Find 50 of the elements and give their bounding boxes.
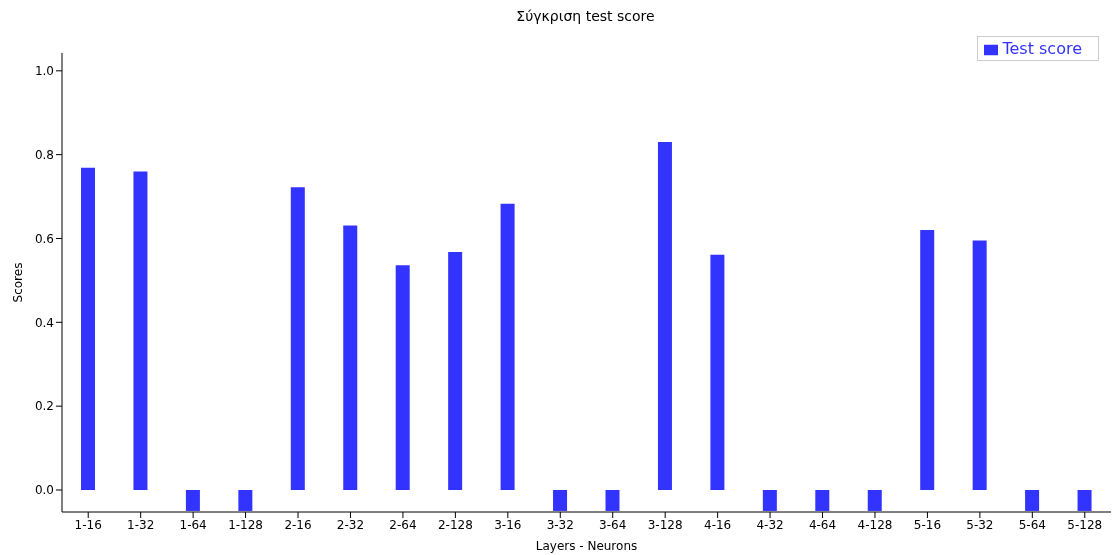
y-tick-label: 0.0 xyxy=(34,483,54,498)
bar xyxy=(395,265,410,490)
x-tick-label: 5-64 xyxy=(1018,517,1046,532)
bar xyxy=(500,203,515,490)
x-tick-label: 3-32 xyxy=(546,517,574,532)
bar xyxy=(553,489,568,511)
x-tick-label: 1-16 xyxy=(74,517,102,532)
bar xyxy=(867,489,882,511)
x-tick-label: 4-128 xyxy=(857,517,893,532)
x-tick-label: 3-64 xyxy=(599,517,627,532)
bar xyxy=(1077,489,1092,511)
x-tick-label: 1-32 xyxy=(127,517,155,532)
bar xyxy=(238,489,253,511)
x-tick-label: 2-64 xyxy=(389,517,417,532)
bar xyxy=(710,254,725,490)
x-tick-label: 1-64 xyxy=(179,517,207,532)
x-tick-label: 3-128 xyxy=(647,517,683,532)
bar xyxy=(185,489,200,511)
bar xyxy=(762,489,777,511)
chart-title: Σύγκριση test score xyxy=(515,8,656,24)
bar xyxy=(290,187,305,490)
x-axis-title: Layers - Neurons xyxy=(535,539,638,553)
x-tick-label: 3-16 xyxy=(494,517,522,532)
bar xyxy=(815,489,830,511)
x-tick-label: 4-64 xyxy=(808,517,837,532)
y-axis-title: Scores xyxy=(11,262,26,303)
bar xyxy=(605,489,620,511)
y-tick-label: 0.6 xyxy=(34,231,54,246)
bar xyxy=(343,225,358,490)
bar xyxy=(657,142,672,490)
x-tick-label: 4-16 xyxy=(704,517,732,532)
bar xyxy=(81,167,95,490)
x-tick-label: 2-16 xyxy=(284,517,312,532)
bar xyxy=(972,240,987,490)
x-tick-label: 5-128 xyxy=(1067,517,1103,532)
legend-label: Test score xyxy=(1002,39,1082,58)
y-tick-label: 0.8 xyxy=(34,147,54,162)
x-tick-label: 2-128 xyxy=(437,517,473,532)
y-tick-label: 1.0 xyxy=(34,64,54,79)
x-tick-label: 5-16 xyxy=(913,517,942,532)
bar xyxy=(920,230,935,490)
bar xyxy=(133,171,148,490)
x-tick-label: 5-32 xyxy=(966,517,994,532)
bar xyxy=(1025,489,1040,511)
y-tick-label: 0.2 xyxy=(34,399,54,414)
x-tick-label: 4-32 xyxy=(756,517,784,532)
x-tick-label: 1-128 xyxy=(228,517,264,532)
x-tick-label: 2-32 xyxy=(336,517,365,532)
bar xyxy=(448,251,463,490)
y-tick-label: 0.4 xyxy=(34,315,54,330)
